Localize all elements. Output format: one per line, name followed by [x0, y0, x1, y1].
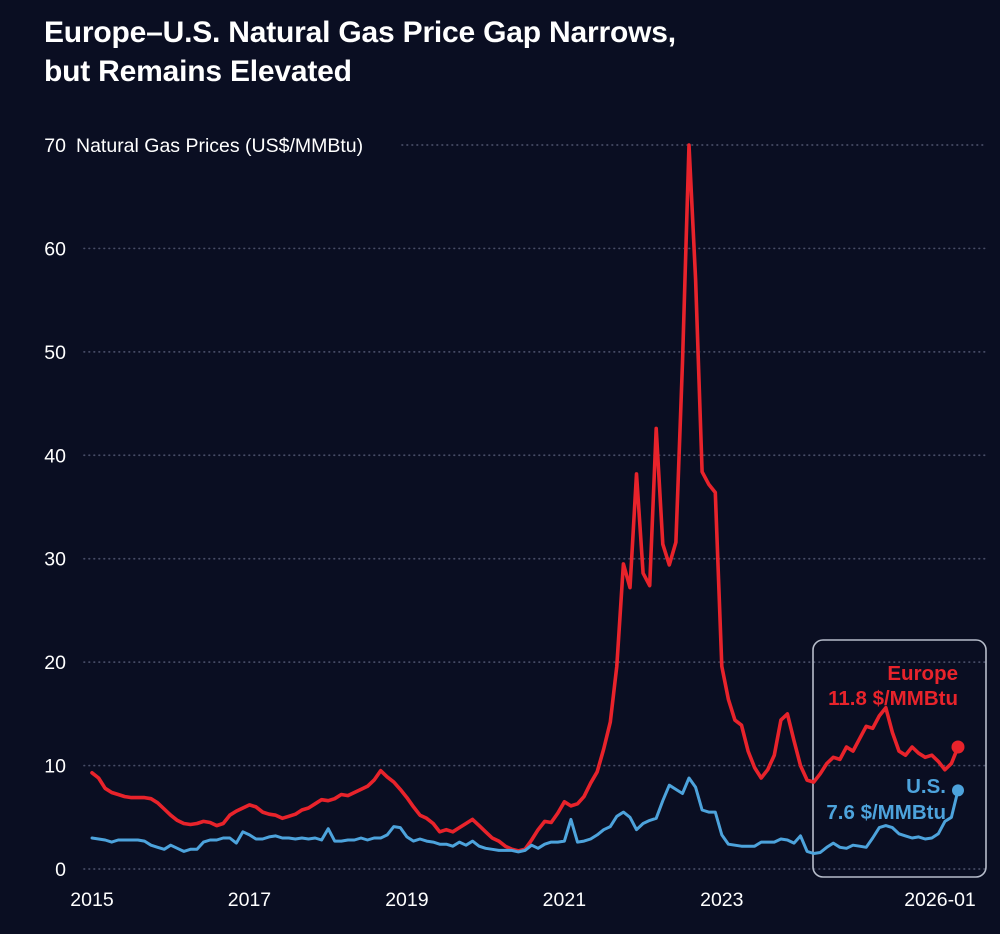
y-tick-label-70: 70 [44, 135, 66, 157]
chart-title-line2: but Remains Elevated [44, 55, 352, 88]
europe-end-dot [951, 740, 965, 754]
x-tick-label-2019: 2019 [385, 889, 428, 911]
y-tick-label-0: 0 [55, 859, 66, 881]
recent-period-box [812, 639, 987, 878]
y-tick-label-40: 40 [44, 445, 66, 467]
us-line [90, 776, 960, 855]
x-tick-label-2015: 2015 [70, 889, 114, 911]
x-tick-label-2023: 2023 [700, 889, 743, 911]
y-axis-title: Natural Gas Prices (US$/MMBtu) [76, 135, 363, 157]
x-tick-label-2026-01: 2026-01 [904, 889, 976, 911]
chart-title-line1: Europe–U.S. Natural Gas Price Gap Narrow… [44, 16, 676, 49]
europe-line [90, 143, 960, 853]
us-end-dot [952, 784, 964, 797]
chart-generated-layer: 0 10 20 30 40 50 60 70 2015 2017 2019 2021 2023 2026-… [44, 135, 987, 911]
y-tick-label-20: 20 [44, 652, 66, 674]
y-tick-label-30: 30 [44, 549, 66, 571]
y-tick-label-60: 60 [44, 238, 66, 260]
europe-annotation-value: 11.8 $/MMBtu [828, 687, 958, 710]
y-tick-label-10: 10 [44, 756, 66, 778]
x-tick-label-2017: 2017 [228, 889, 271, 911]
x-tick-label-2021: 2021 [543, 889, 586, 911]
chart-title: Europe–U.S. Natural Gas Price Gap Narrow… [44, 13, 676, 91]
y-tick-label-50: 50 [44, 342, 66, 364]
europe-annotation-name: Europe [887, 662, 958, 685]
us-annotation-name: U.S. [906, 775, 946, 798]
us-annotation-value: 7.6 $/MMBtu [826, 801, 946, 824]
